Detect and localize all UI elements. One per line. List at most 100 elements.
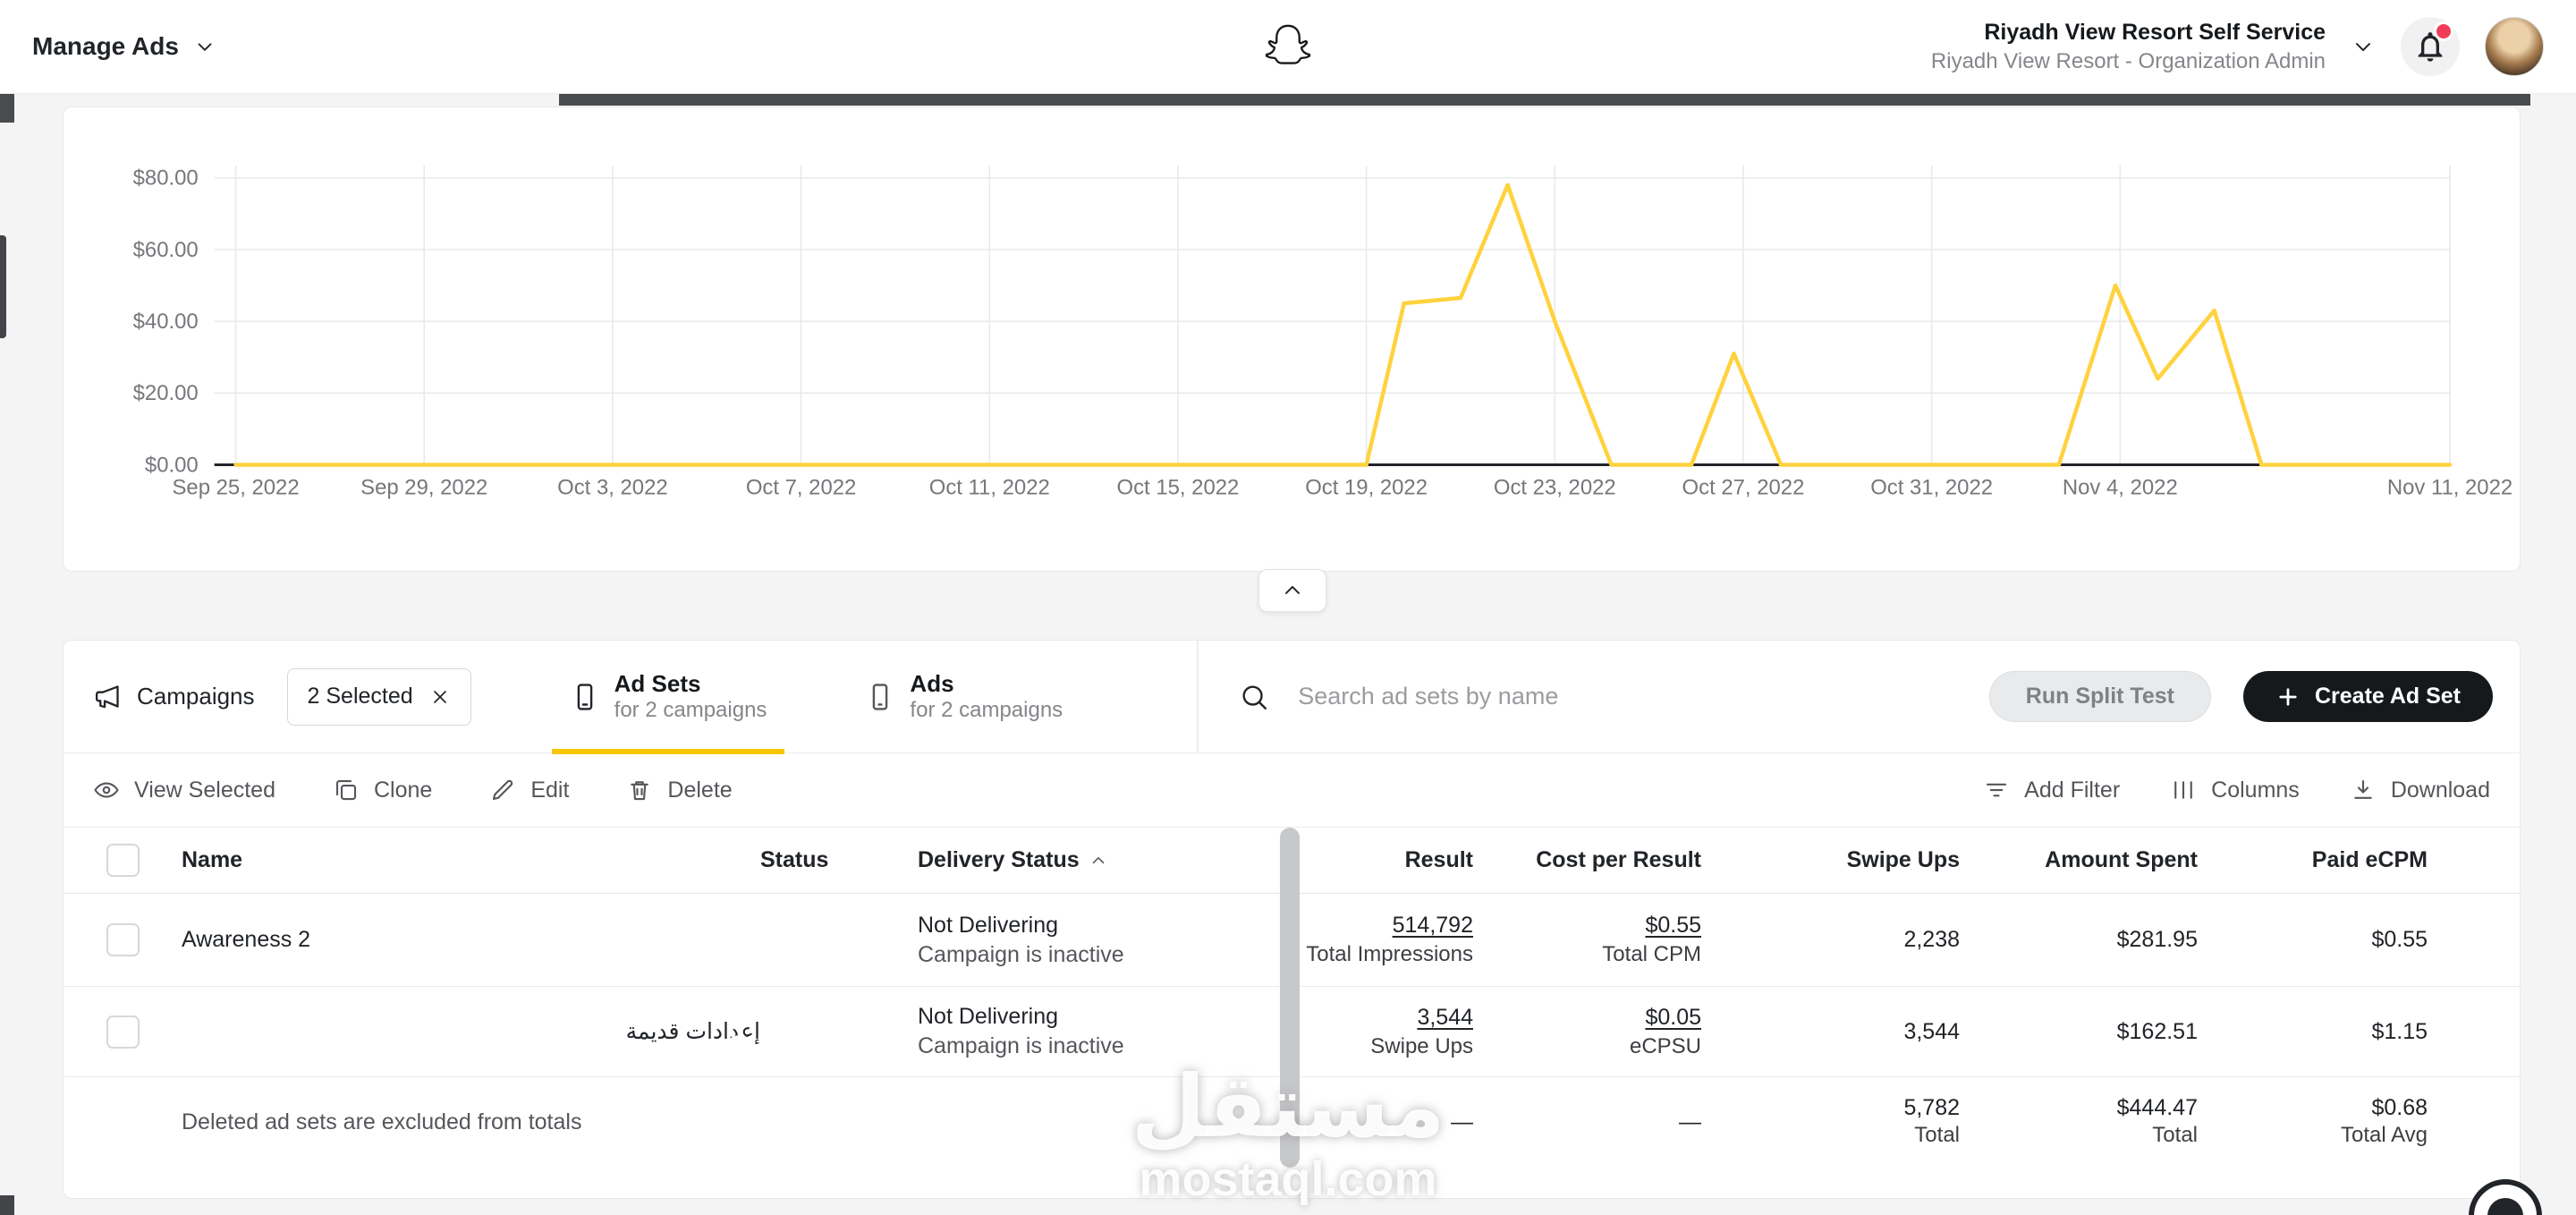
svg-text:Oct 23, 2022: Oct 23, 2022 — [1494, 475, 1616, 499]
check-icon — [769, 950, 789, 970]
scroll-artifact-bottomleft — [0, 1195, 14, 1215]
svg-text:$80.00: $80.00 — [133, 166, 199, 191]
create-ad-set-label: Create Ad Set — [2315, 684, 2461, 709]
tab-ad-sets-title: Ad Sets — [614, 670, 767, 698]
search-icon — [1239, 682, 1269, 712]
cost-per-result-cell: $0.05 eCPSU — [1482, 1003, 1710, 1061]
select-all-checkbox[interactable] — [106, 844, 140, 877]
selected-campaigns-chip[interactable]: 2 Selected — [287, 668, 471, 726]
svg-text:Oct 7, 2022: Oct 7, 2022 — [746, 475, 857, 499]
frozen-columns-scrollbar[interactable] — [1280, 828, 1300, 1168]
result-value-link[interactable]: 3,544 — [1300, 1003, 1473, 1032]
scrollbar-left[interactable] — [0, 235, 6, 338]
header-status[interactable]: Status — [760, 847, 918, 873]
result-cell: 3,544 Swipe Ups — [1300, 1003, 1482, 1061]
chevron-down-icon — [193, 35, 216, 58]
ads-icon — [865, 682, 895, 712]
amount-spent-cell: $281.95 — [1969, 927, 2207, 953]
run-split-test-button[interactable]: Run Split Test — [1989, 671, 2211, 722]
add-filter-button[interactable]: Add Filter — [1983, 777, 2120, 803]
cost-value-link[interactable]: $0.05 — [1482, 1003, 1701, 1032]
view-selected-button[interactable]: View Selected — [93, 777, 275, 803]
download-button[interactable]: Download — [2350, 777, 2490, 803]
spend-line-chart: $0.00$20.00$40.00$60.00$80.00Sep 25, 202… — [64, 107, 2520, 571]
ad-sets-icon — [570, 682, 600, 712]
download-icon — [2350, 777, 2377, 803]
swipe-ups-cell: 3,544 — [1710, 1019, 1969, 1045]
check-icon — [769, 1041, 789, 1061]
totals-paid-ecpm: $0.68 Total Avg — [2207, 1095, 2521, 1150]
selected-chip-label: 2 Selected — [308, 684, 413, 709]
header-result[interactable]: Result — [1300, 847, 1482, 873]
paid-ecpm-cell: $0.55 — [2207, 927, 2521, 953]
delete-button[interactable]: Delete — [626, 777, 732, 803]
columns-label: Columns — [2211, 777, 2300, 803]
clone-icon — [333, 777, 360, 803]
manage-ads-label: Manage Ads — [32, 32, 179, 61]
ad-set-name[interactable]: إعدادات قديمة — [182, 1018, 760, 1045]
tab-ad-sets-subtitle: for 2 campaigns — [614, 698, 767, 724]
notification-badge — [2434, 21, 2453, 41]
pencil-icon — [489, 777, 516, 803]
scroll-artifact-top — [559, 94, 2530, 106]
result-value-link[interactable]: 514,792 — [1300, 911, 1473, 940]
megaphone-icon — [93, 682, 123, 711]
edit-button[interactable]: Edit — [489, 777, 569, 803]
snapchat-ghost-logo — [1262, 21, 1314, 72]
delivery-status-cell: Not Delivering Campaign is inactive — [918, 911, 1280, 970]
header-amount-spent[interactable]: Amount Spent — [1969, 847, 2207, 873]
view-selected-label: View Selected — [134, 777, 275, 803]
tab-ads-title: Ads — [910, 670, 1063, 698]
header-swipe-ups[interactable]: Swipe Ups — [1710, 847, 1969, 873]
account-name: Riyadh View Resort Self Service — [1931, 18, 2326, 47]
ad-set-name[interactable]: Awareness 2 — [182, 927, 760, 953]
clone-label: Clone — [374, 777, 432, 803]
ads-manager-screen: Manage Ads Riyadh View Resort Self Servi… — [0, 0, 2576, 1215]
sort-ascending-icon — [1089, 851, 1108, 871]
scroll-artifact-topleft — [0, 94, 14, 123]
header-delivery-status[interactable]: Delivery Status — [918, 847, 1108, 873]
svg-text:Oct 27, 2022: Oct 27, 2022 — [1682, 475, 1805, 499]
notifications-button[interactable] — [2401, 17, 2460, 76]
avatar[interactable] — [2485, 17, 2544, 76]
tab-ads-subtitle: for 2 campaigns — [910, 698, 1063, 724]
columns-button[interactable]: Columns — [2170, 777, 2300, 803]
header-cost-per-result[interactable]: Cost per Result — [1482, 847, 1710, 873]
tab-campaigns[interactable]: Campaigns — [93, 682, 255, 711]
svg-text:Sep 29, 2022: Sep 29, 2022 — [360, 475, 487, 499]
cost-value-link[interactable]: $0.55 — [1482, 911, 1701, 940]
top-bar: Manage Ads Riyadh View Resort Self Servi… — [0, 0, 2576, 94]
manage-ads-menu[interactable]: Manage Ads — [32, 32, 216, 61]
svg-text:Nov 11, 2022: Nov 11, 2022 — [2387, 475, 2512, 499]
tabs-divider — [1197, 641, 1199, 753]
search-input[interactable] — [1296, 682, 1989, 711]
account-chevron-down-icon[interactable] — [2351, 34, 2376, 59]
chevron-up-icon — [1280, 578, 1305, 603]
svg-text:$40.00: $40.00 — [133, 310, 199, 334]
ad-sets-panel: Campaigns 2 Selected Ad Sets for 2 campa… — [63, 640, 2521, 1199]
collapse-chart-button[interactable] — [1258, 569, 1326, 612]
plus-icon — [2275, 684, 2301, 709]
svg-text:$60.00: $60.00 — [133, 238, 199, 262]
spend-chart-card: $0.00$20.00$40.00$60.00$80.00Sep 25, 202… — [63, 106, 2521, 572]
tab-ads[interactable]: Ads for 2 campaigns — [847, 641, 1080, 753]
close-icon[interactable] — [429, 686, 451, 708]
tab-ad-sets[interactable]: Ad Sets for 2 campaigns — [552, 641, 785, 753]
header-paid-ecpm[interactable]: Paid eCPM — [2207, 847, 2521, 873]
eye-icon — [93, 777, 120, 803]
create-ad-set-button[interactable]: Create Ad Set — [2243, 671, 2493, 722]
svg-text:Nov 4, 2022: Nov 4, 2022 — [2063, 475, 2178, 499]
delete-label: Delete — [667, 777, 732, 803]
download-label: Download — [2391, 777, 2490, 803]
table-action-bar: View Selected Clone Edit Delete — [64, 753, 2520, 828]
svg-text:Oct 15, 2022: Oct 15, 2022 — [1117, 475, 1240, 499]
amount-spent-cell: $162.51 — [1969, 1019, 2207, 1045]
row-checkbox[interactable] — [106, 1015, 140, 1049]
row-checkbox[interactable] — [106, 923, 140, 956]
account-info: Riyadh View Resort Self Service Riyadh V… — [1931, 18, 2326, 75]
tab-campaigns-label: Campaigns — [137, 683, 255, 710]
header-name[interactable]: Name — [182, 847, 760, 873]
svg-text:Oct 11, 2022: Oct 11, 2022 — [929, 475, 1050, 499]
active-tab-underline — [552, 749, 785, 754]
clone-button[interactable]: Clone — [333, 777, 432, 803]
